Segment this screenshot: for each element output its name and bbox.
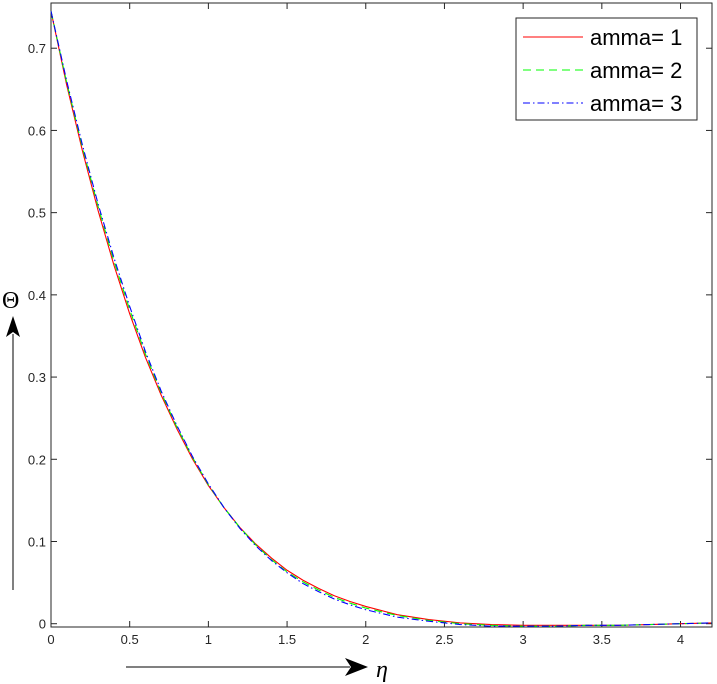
x-axis-label: η	[376, 657, 388, 683]
legend-label-2: amma= 2	[590, 58, 682, 83]
legend-label-1: amma= 1	[590, 25, 682, 50]
x-axis-arrow-head	[345, 658, 368, 676]
y-axis-label-group: Θ	[2, 288, 20, 590]
x-tick-label: 3	[520, 632, 527, 647]
x-tick-label: 2	[362, 632, 369, 647]
legend-label-3: amma= 3	[590, 91, 682, 116]
series-line-2	[50, 11, 713, 627]
y-axis-arrow-head	[6, 316, 20, 337]
y-tick-label: 0.4	[28, 288, 46, 303]
legend-box	[515, 17, 698, 121]
series-line-1	[50, 11, 713, 626]
x-tick-label: 1.5	[278, 632, 296, 647]
x-tick-label: 3.5	[593, 632, 611, 647]
series-lines	[50, 11, 713, 627]
y-tick-label: 0.3	[28, 370, 46, 385]
x-axis-label-group: η	[126, 657, 388, 683]
y-tick-label: 0.2	[28, 452, 46, 467]
x-tick-label: 1	[205, 632, 212, 647]
x-tick-label: 2.5	[435, 632, 453, 647]
series-line-3	[50, 11, 713, 627]
y-tick-label: 0.7	[28, 41, 46, 56]
y-tick-label: 0.6	[28, 123, 46, 138]
x-tick-label: 0.5	[121, 632, 139, 647]
y-axis-label: Θ	[2, 288, 19, 314]
legend: amma= 1 amma= 2 amma= 3	[515, 17, 698, 121]
x-axis-ticks: 0 0.5 1 1.5 2 2.5 3 3.5 4	[47, 3, 684, 647]
y-tick-label: 0	[39, 617, 46, 632]
x-tick-label: 4	[677, 632, 684, 647]
y-tick-label: 0.1	[28, 534, 46, 549]
x-tick-label: 0	[47, 632, 54, 647]
y-tick-label: 0.5	[28, 206, 46, 221]
y-axis-ticks: 0 0.1 0.2 0.3 0.4 0.5 0.6 0.7	[28, 41, 712, 632]
